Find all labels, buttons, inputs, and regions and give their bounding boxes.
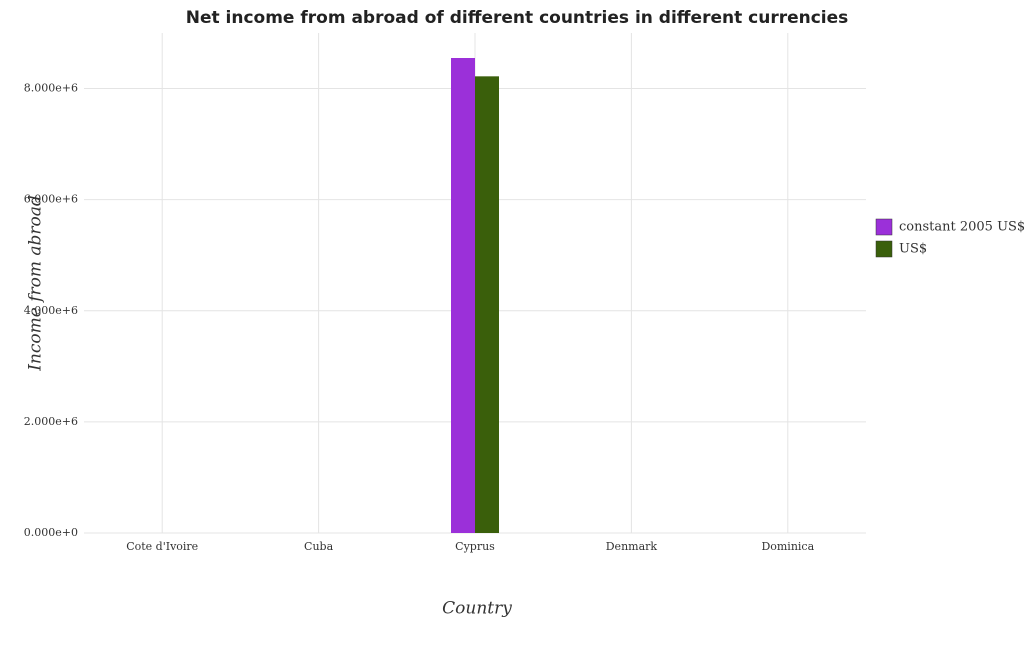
x-tick-label: Cote d'Ivoire [126,540,198,553]
y-tick-label: 2.000e+6 [24,415,78,428]
legend-label: US$ [899,242,927,257]
legend-label: constant 2005 US$ [899,220,1025,235]
x-axis-label: Country [442,599,512,619]
x-tick-label: Cuba [304,540,334,553]
bar [475,76,499,533]
y-tick-label: 8.000e+6 [24,82,78,95]
x-tick-label: Cyprus [455,540,495,553]
x-tick-label: Dominica [761,540,814,553]
y-axis-label: Income from abroad [26,195,46,372]
chart-title: Net income from abroad of different coun… [186,8,849,28]
y-tick-label: 6.000e+6 [24,193,78,206]
bar [451,58,475,533]
x-tick-label: Denmark [606,540,658,553]
y-tick-label: 4.000e+6 [24,304,78,317]
legend-swatch [875,240,893,258]
y-tick-label: 0.000e+0 [24,526,78,539]
legend-swatch [875,218,893,236]
